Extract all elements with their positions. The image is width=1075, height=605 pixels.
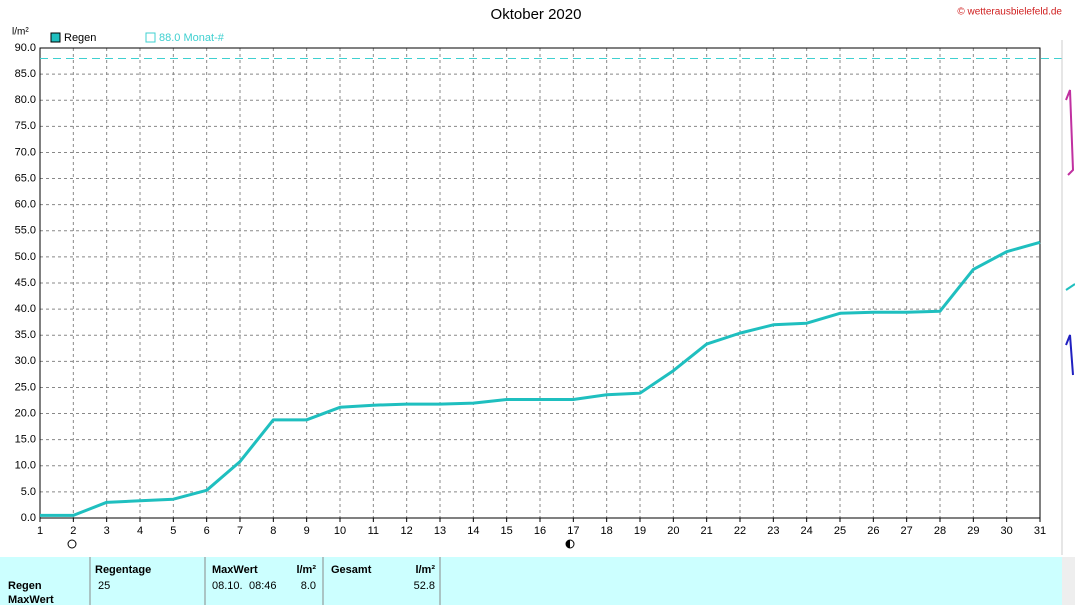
y-tick-label: 50.0 bbox=[15, 251, 36, 263]
x-tick-label: 28 bbox=[934, 525, 946, 537]
y-tick-label: 20.0 bbox=[15, 407, 36, 419]
x-tick-label: 20 bbox=[667, 525, 679, 537]
x-tick-label: 11 bbox=[368, 525, 379, 537]
x-tick-label: 22 bbox=[734, 525, 746, 537]
x-tick-label: 29 bbox=[967, 525, 979, 537]
table-header: l/m² bbox=[296, 564, 316, 576]
x-tick-label: 23 bbox=[767, 525, 779, 537]
x-tick-label: 4 bbox=[137, 525, 143, 537]
y-tick-label: 70.0 bbox=[15, 146, 36, 158]
table-header: MaxWert bbox=[212, 564, 258, 576]
x-tick-label: 26 bbox=[867, 525, 879, 537]
x-tick-label: 17 bbox=[567, 525, 579, 537]
legend-swatch bbox=[50, 32, 61, 43]
y-tick-label: 65.0 bbox=[15, 172, 36, 184]
legend-label: Regen bbox=[64, 32, 96, 44]
y-tick-label: 25.0 bbox=[15, 381, 36, 393]
row-label: Regen bbox=[8, 580, 42, 592]
side-fragment bbox=[1065, 283, 1075, 291]
x-tick-label: 8 bbox=[270, 525, 276, 537]
y-tick-label: 60.0 bbox=[15, 199, 36, 211]
y-tick-label: 10.0 bbox=[15, 460, 36, 472]
x-tick-label: 15 bbox=[501, 525, 513, 537]
y-unit: l/m² bbox=[12, 27, 29, 38]
y-tick-label: 0.0 bbox=[21, 512, 36, 524]
x-tick-label: 1 bbox=[37, 525, 43, 537]
series-line bbox=[40, 240, 1041, 517]
table-cell: 8.0 bbox=[301, 580, 316, 592]
y-tick-label: 85.0 bbox=[15, 68, 36, 80]
legend-swatch bbox=[145, 32, 156, 43]
table-cell: 52.8 bbox=[414, 580, 435, 592]
x-tick-label: 2 bbox=[70, 525, 76, 537]
table-edge bbox=[1062, 557, 1075, 605]
table-header: Gesamt bbox=[331, 564, 372, 576]
x-tick-label: 18 bbox=[601, 525, 613, 537]
table-cell: 25 bbox=[98, 580, 110, 592]
x-tick-label: 5 bbox=[170, 525, 176, 537]
x-tick-label: 25 bbox=[834, 525, 846, 537]
x-tick-label: 10 bbox=[334, 525, 346, 537]
side-fragment bbox=[1065, 334, 1074, 376]
x-tick-label: 21 bbox=[701, 525, 713, 537]
x-tick-label: 9 bbox=[304, 525, 310, 537]
y-tick-label: 55.0 bbox=[15, 225, 36, 237]
x-tick-label: 13 bbox=[434, 525, 446, 537]
x-tick-label: 12 bbox=[401, 525, 413, 537]
x-tick-label: 31 bbox=[1034, 525, 1046, 537]
y-tick-label: 15.0 bbox=[15, 434, 36, 446]
y-tick-label: 30.0 bbox=[15, 355, 36, 367]
x-tick-label: 3 bbox=[104, 525, 110, 537]
x-tick-label: 6 bbox=[204, 525, 210, 537]
y-tick-label: 80.0 bbox=[15, 94, 36, 106]
plot: 0.0 5.0 10.0 15.0 20.0 25.0 30.0 35.0 40.0 45.0 50… bbox=[15, 42, 1062, 537]
y-tick-label: 40.0 bbox=[15, 303, 36, 315]
x-tick-label: 30 bbox=[1001, 525, 1013, 537]
table-cell: 08:46 bbox=[249, 580, 277, 592]
x-tick-label: 24 bbox=[801, 525, 813, 537]
plot-border bbox=[39, 47, 1041, 519]
x-tick-label: 7 bbox=[237, 525, 243, 537]
table-header: l/m² bbox=[415, 564, 435, 576]
x-tick-label: 16 bbox=[534, 525, 546, 537]
table-cell: 08.10. bbox=[212, 580, 243, 592]
x-tick-label: 19 bbox=[634, 525, 646, 537]
y-tick-label: 90.0 bbox=[15, 42, 36, 54]
side-fragment bbox=[1065, 89, 1075, 176]
y-tick-label: 35.0 bbox=[15, 329, 36, 341]
copyright: © wetterausbielefeld.de bbox=[957, 7, 1062, 18]
table-header: Regentage bbox=[95, 564, 151, 576]
row-label: MaxWert bbox=[8, 594, 54, 605]
y-tick-label: 45.0 bbox=[15, 277, 36, 289]
y-tick-label: 5.0 bbox=[21, 486, 36, 498]
y-tick-label: 75.0 bbox=[15, 120, 36, 132]
x-tick-label: 14 bbox=[467, 525, 479, 537]
table-background bbox=[0, 557, 1062, 605]
moon-new bbox=[67, 539, 77, 549]
moon-half bbox=[566, 540, 570, 548]
legend-label: 88.0 Monat-# bbox=[159, 32, 225, 44]
x-tick-label: 27 bbox=[901, 525, 913, 537]
chart-title: Oktober 2020 bbox=[491, 6, 582, 23]
